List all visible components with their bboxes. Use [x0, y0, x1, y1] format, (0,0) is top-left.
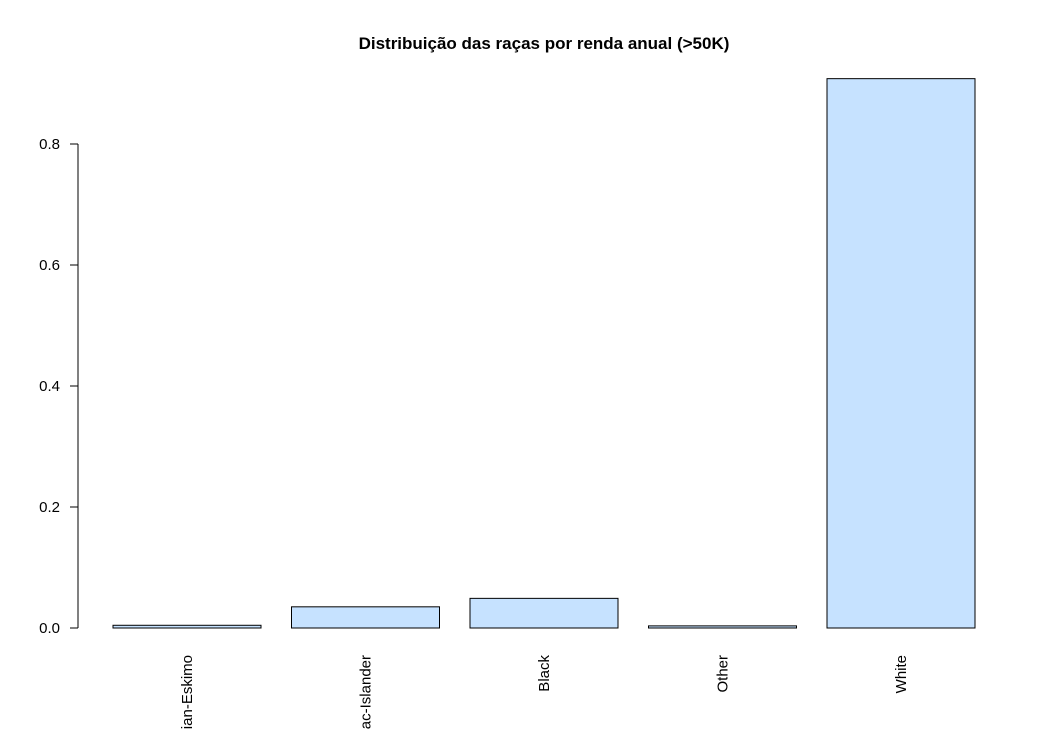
bar-asian-pac-islander: [291, 606, 440, 629]
bars-group: [112, 78, 976, 629]
y-tick-label: 0.4: [39, 378, 60, 395]
bar-white: [826, 78, 976, 629]
bar-other: [648, 625, 797, 629]
x-category-label: ian-Eskimo: [179, 655, 196, 729]
y-tick-label: 0.2: [39, 499, 60, 516]
x-category-label: ac-Islander: [358, 655, 375, 729]
y-axis: 0.0 0.2 0.4 0.6 0.8: [39, 136, 79, 637]
y-tick-label: 0.6: [39, 257, 60, 274]
x-category-labels: ian-Eskimo ac-Islander Black Other White: [179, 655, 910, 730]
x-category-label: White: [893, 655, 910, 693]
y-tick-label: 0.8: [39, 136, 60, 153]
x-category-label: Other: [715, 655, 732, 693]
y-tick-label: 0.0: [39, 620, 60, 637]
x-category-label: Black: [536, 655, 553, 692]
chart-title: Distribuição das raças por renda anual (…: [359, 34, 730, 53]
bar-black: [469, 597, 619, 629]
bar-amer-indian-eskimo: [112, 624, 262, 629]
